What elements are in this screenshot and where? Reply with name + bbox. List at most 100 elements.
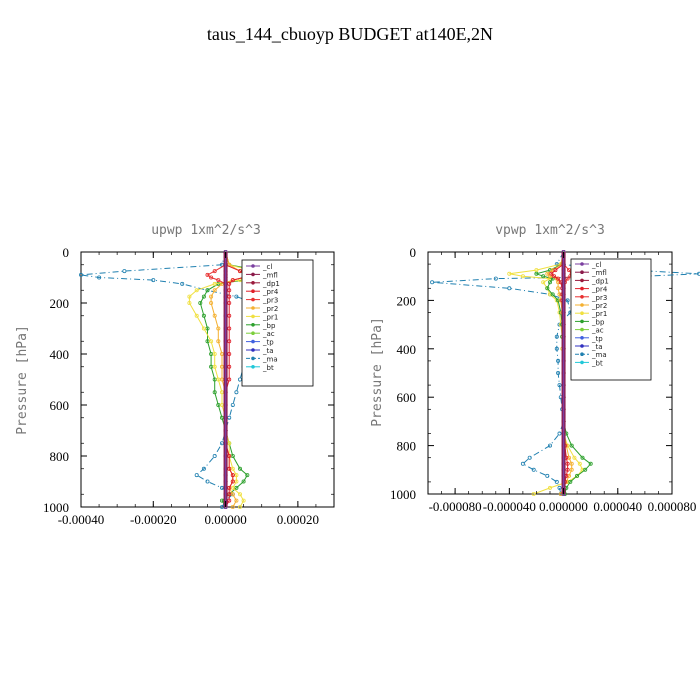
series-point-pr4 bbox=[230, 278, 235, 283]
series-point-pr4 bbox=[552, 274, 557, 279]
vpwp-subtitle: vpwp 1xm^2/s^3 bbox=[495, 223, 605, 238]
series-point-pr4 bbox=[549, 271, 554, 276]
series-point-pr1 bbox=[212, 281, 217, 286]
series-point-pr2 bbox=[230, 504, 235, 509]
series-point-ma bbox=[507, 286, 512, 291]
upwp-subtitle: upwp 1xm^2/s^3 bbox=[151, 223, 261, 238]
legend-label-dp1: _dp1 bbox=[591, 277, 609, 285]
series-point-bp bbox=[550, 292, 555, 297]
legend-label-ma: _ma bbox=[591, 351, 607, 359]
legend-marker-pr3 bbox=[251, 297, 255, 302]
x-tick-label: -0.000040 bbox=[483, 499, 536, 514]
y-tick-label: 200 bbox=[50, 296, 70, 311]
series-point-bp bbox=[245, 473, 250, 478]
series-point-bp bbox=[212, 390, 217, 395]
series-point-pr1 bbox=[507, 271, 512, 276]
legend-label-ma: _ma bbox=[262, 355, 278, 363]
legend-label-pr3: _pr3 bbox=[591, 294, 607, 302]
series-point-pr2 bbox=[556, 280, 561, 285]
upwp-panel: upwp 1xm^2/s^3 Pressure [hPa] -0.00040 -0… bbox=[15, 223, 335, 527]
series-point-pr2 bbox=[216, 326, 221, 331]
series-point-ma bbox=[230, 402, 235, 407]
series-point-ma bbox=[554, 346, 559, 351]
legend-label-ta: _ta bbox=[591, 343, 603, 351]
series-point-ma bbox=[527, 455, 532, 460]
series-point-pr1 bbox=[541, 280, 546, 285]
legend-label-cl: _cl bbox=[591, 261, 601, 269]
series-point-ma bbox=[548, 443, 553, 448]
legend-marker-pr2 bbox=[251, 306, 255, 310]
x-tick-label: -0.00020 bbox=[130, 512, 177, 527]
legend-label-pr1: _pr1 bbox=[262, 313, 278, 321]
series-point-pr1 bbox=[531, 491, 536, 496]
series-point-ma bbox=[545, 473, 550, 478]
series-point-bp bbox=[205, 288, 210, 293]
series-point-pr1 bbox=[237, 492, 242, 497]
series-point-pr3 bbox=[216, 278, 221, 283]
series-point-bp bbox=[580, 455, 585, 460]
legend-label-pr2: _pr2 bbox=[591, 302, 607, 310]
legend-marker-cl bbox=[580, 262, 584, 266]
series-point-bp bbox=[556, 298, 561, 303]
series-point-bp bbox=[588, 461, 593, 466]
series-point-pr1 bbox=[194, 288, 199, 293]
series-point-pr2 bbox=[212, 313, 217, 318]
series-point-pr1 bbox=[187, 300, 192, 305]
y-tick-label: 200 bbox=[397, 293, 417, 308]
series-point-bp bbox=[237, 466, 242, 471]
vpwp-legend: _cl_mfl_dp1_pr4_pr3_pr2_pr1_bp_ac_tp_ta_… bbox=[575, 261, 609, 367]
series-point-pr1 bbox=[212, 351, 217, 356]
series-point-bp bbox=[541, 274, 546, 279]
legend-marker-bt bbox=[251, 365, 255, 369]
series-point-ma bbox=[520, 461, 525, 466]
series-point-ma bbox=[97, 275, 102, 280]
legend-label-mfl: _mfl bbox=[591, 269, 607, 277]
legend-label-bp: _bp bbox=[262, 322, 276, 330]
x-tick-label: 0.000080 bbox=[648, 499, 697, 514]
series-point-bp bbox=[534, 271, 539, 276]
legend-label-ac: _ac bbox=[262, 330, 275, 338]
x-tick-label: -0.000080 bbox=[429, 499, 482, 514]
legend-label-bp: _bp bbox=[591, 318, 605, 326]
series-point-ma bbox=[180, 281, 185, 286]
legend-marker-pr1 bbox=[580, 311, 584, 316]
series-point-ma bbox=[201, 466, 206, 471]
vpwp-legend-box bbox=[570, 258, 652, 381]
series-point-bp bbox=[205, 339, 210, 344]
legend-label-pr4: _pr4 bbox=[262, 288, 279, 296]
vpwp-axes: -0.000080 -0.000040 0.000000 0.000040 0.0000… bbox=[390, 245, 696, 514]
series-point-ma bbox=[697, 271, 700, 276]
series-line-ma bbox=[432, 251, 700, 495]
series-point-bp bbox=[241, 479, 246, 484]
legend-marker-bp bbox=[580, 319, 584, 324]
series-point-pr3 bbox=[209, 275, 214, 280]
legend-label-pr2: _pr2 bbox=[262, 305, 278, 313]
x-tick-label: 0.000040 bbox=[593, 499, 642, 514]
legend-marker-tp bbox=[251, 339, 255, 344]
series-point-ma bbox=[565, 298, 570, 303]
upwp-axes: -0.00040 -0.00020 0.00000 0.00020 0 200 400 600… bbox=[43, 245, 335, 527]
x-tick-label: 0.00020 bbox=[277, 512, 319, 527]
series-point-pr1 bbox=[194, 313, 199, 318]
x-tick-label: 0.00000 bbox=[204, 512, 246, 527]
legend-label-bt: _bt bbox=[262, 364, 274, 372]
series-point-ma bbox=[554, 334, 559, 339]
upwp-legend-box bbox=[241, 259, 314, 387]
vpwp-panel: vpwp 1xm^2/s^3 Pressure [hPa] -0.000080-… bbox=[370, 223, 700, 514]
series-point-pr3 bbox=[565, 276, 570, 281]
series-point-ma bbox=[557, 383, 562, 388]
y-tick-label: 800 bbox=[50, 449, 70, 464]
y-tick-label: 400 bbox=[50, 347, 70, 362]
series-point-pr2 bbox=[567, 473, 572, 478]
legend-label-mfl: _mfl bbox=[262, 271, 278, 279]
vpwp-series-lines bbox=[430, 249, 700, 496]
series-point-ma bbox=[493, 276, 498, 281]
series-point-pr4 bbox=[565, 467, 570, 472]
series-point-bp bbox=[212, 377, 217, 382]
series-point-pr1 bbox=[577, 461, 582, 466]
upwp-legend: _cl_mfl_dp1_pr4_pr3_pr2_pr1_bp_ac_tp_ta_… bbox=[246, 263, 280, 372]
legend-label-pr4: _pr4 bbox=[591, 286, 608, 294]
series-point-pr2 bbox=[557, 292, 562, 297]
series-point-bp bbox=[548, 280, 553, 285]
